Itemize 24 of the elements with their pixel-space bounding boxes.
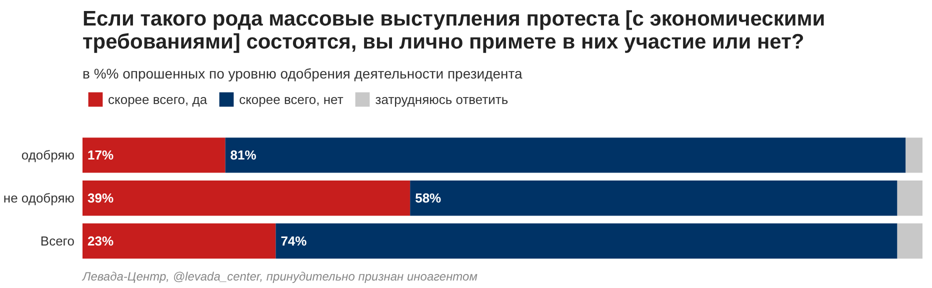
data-label: 74% <box>280 234 308 249</box>
bar <box>897 180 922 216</box>
bar <box>276 223 898 259</box>
legend-label: скорее всего, нет <box>239 92 344 106</box>
bar <box>82 180 410 216</box>
data-label: 39% <box>88 190 114 206</box>
data-label: 58% <box>415 190 442 206</box>
legend-label: скорее всего, да <box>108 92 208 106</box>
bar <box>906 138 922 173</box>
chart-subtitle: в %% опрошенных по уровню одобрения деятельности президента <box>82 66 523 82</box>
data-label: 17% <box>88 148 114 163</box>
text: Левада-Центр, @levada_center, принудительно признан иноагентом <box>82 270 478 284</box>
data-label: 81% <box>230 148 257 163</box>
bar <box>897 223 922 259</box>
data-label: 23% <box>88 234 114 249</box>
legend-label: затрудняюсь ответить <box>375 92 508 106</box>
bar <box>82 223 276 259</box>
y-tick-label: не одобряю <box>3 190 75 206</box>
chart-title: Если такого рода массовые выступления протеста [с экономическими требованиями] состоятся, вы лично примете в них участие или нет? <box>82 8 826 54</box>
bar <box>82 138 226 173</box>
bar <box>410 180 898 216</box>
y-tick-label: одобряю <box>21 148 75 163</box>
y-tick-label: Всего <box>40 234 75 249</box>
bar <box>225 138 906 173</box>
